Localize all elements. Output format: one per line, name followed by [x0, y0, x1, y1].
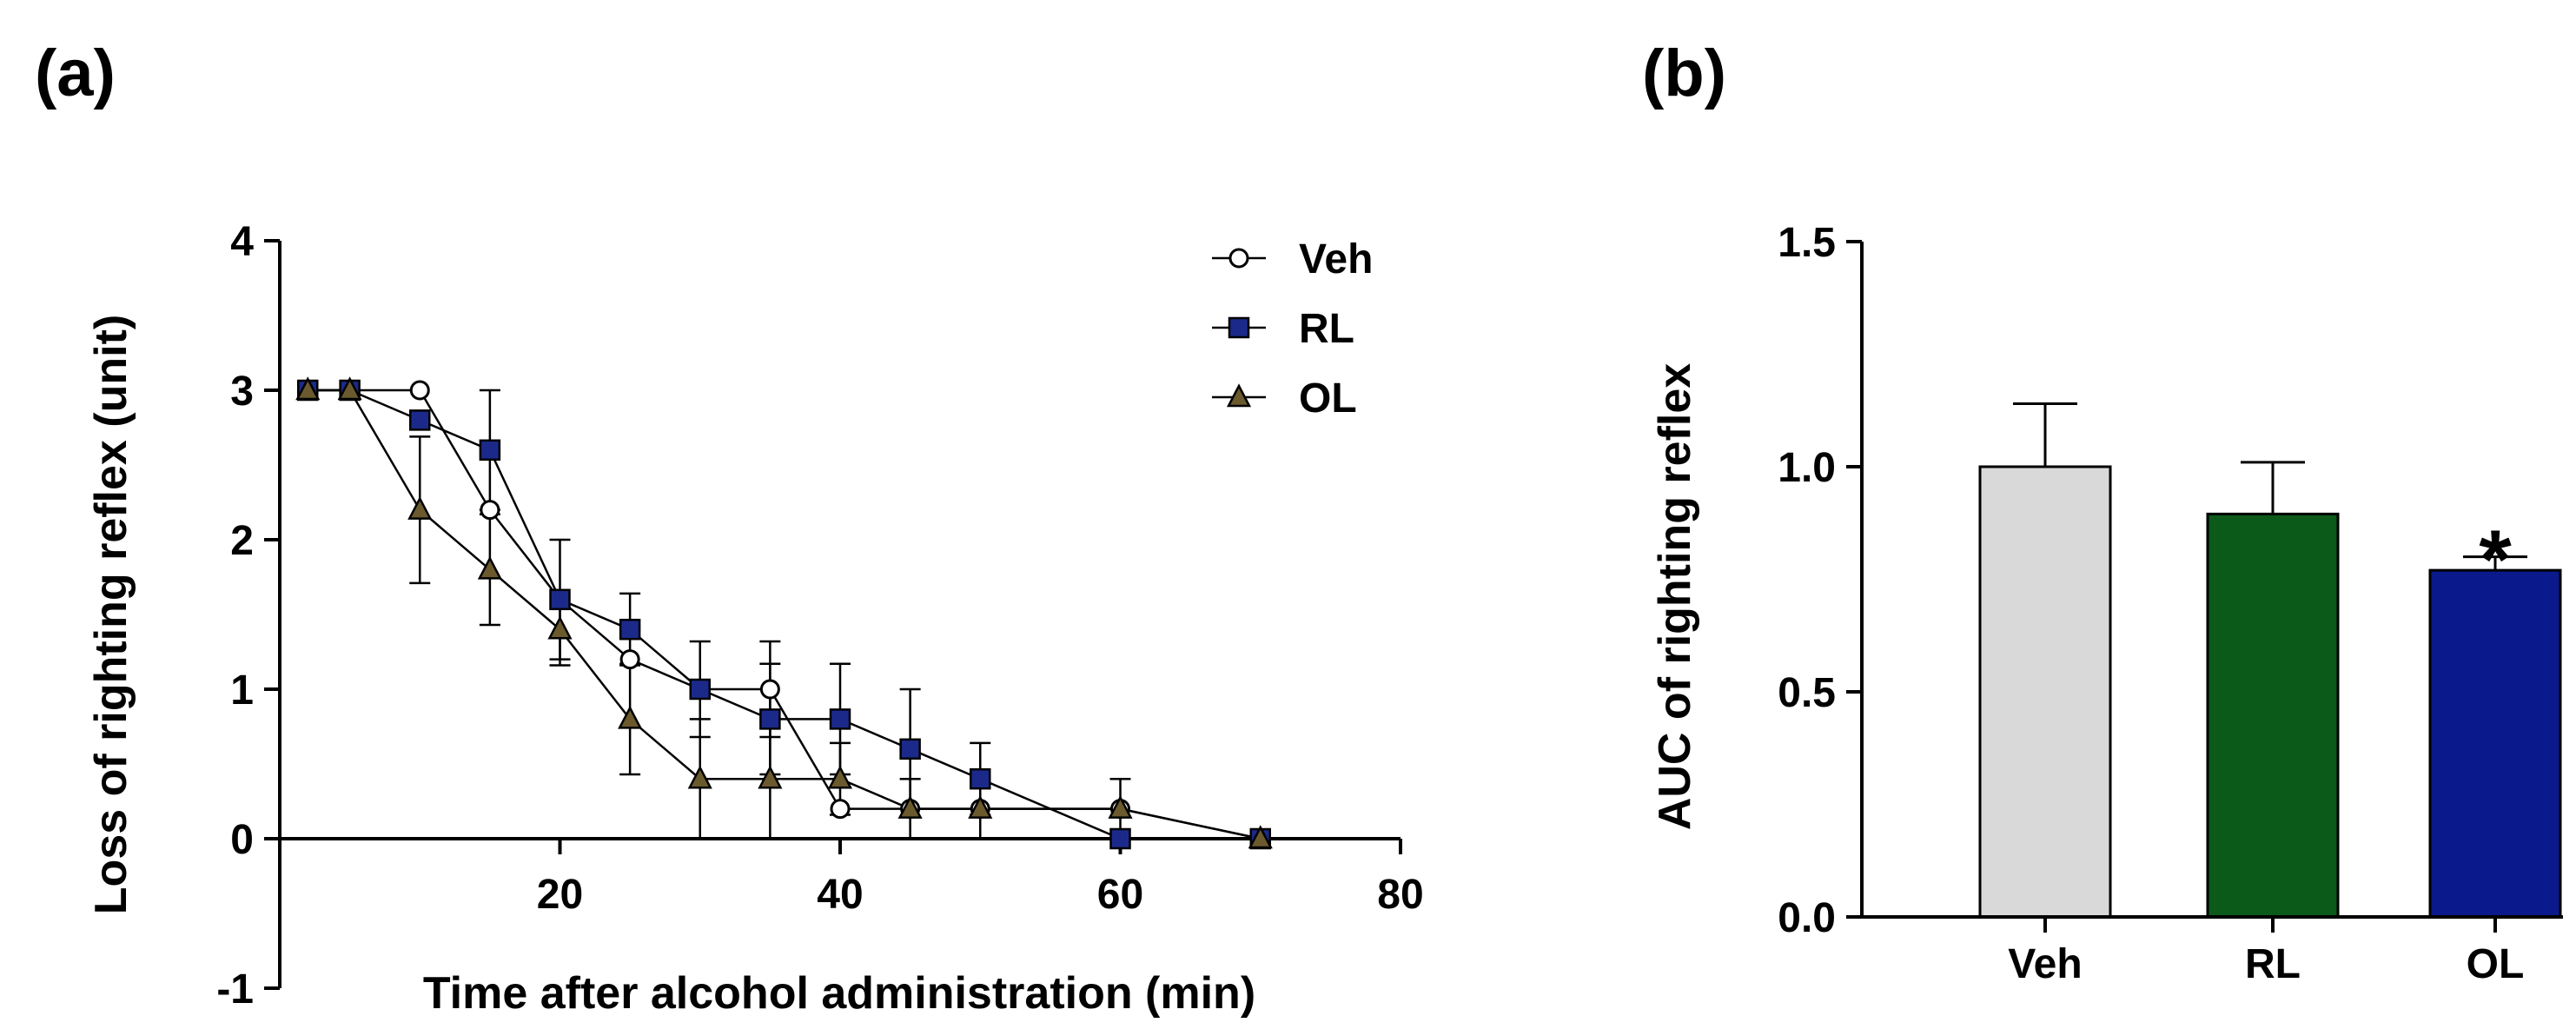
- b-y-ticks: 0.0 0.5 1.0 1.5: [1778, 220, 1862, 941]
- a-point-rl: [619, 618, 641, 641]
- a-point-veh: [409, 380, 430, 401]
- a-point-ol: [618, 705, 643, 729]
- significance-star: *: [2479, 514, 2512, 607]
- a-series-line-veh: [308, 388, 1262, 840]
- a-point-ol: [477, 555, 502, 580]
- a-point-rl: [759, 708, 781, 730]
- a-point-ol: [897, 794, 923, 819]
- a-point-ol: [547, 615, 573, 640]
- legend-label-rl: RL: [1299, 306, 1354, 352]
- a-point-rl: [970, 767, 991, 790]
- a-point-ol: [337, 376, 362, 401]
- a-legend: Veh RL OL: [1212, 236, 1373, 422]
- b-y-tick-label: 1.5: [1778, 220, 1836, 266]
- a-point-veh: [480, 500, 500, 521]
- a-point-rl: [689, 678, 711, 701]
- b-x-tick-label-rl: RL: [2245, 941, 2301, 987]
- a-series-group: [295, 376, 1273, 850]
- bar-veh: [1978, 465, 2112, 919]
- a-point-rl: [549, 588, 571, 611]
- bar-ol: [2428, 568, 2562, 919]
- a-point-veh: [619, 649, 640, 670]
- a-y-ticks: -1 0 1 2 3 4: [216, 219, 280, 1013]
- b-y-axis-title: AUC of righting reflex: [1650, 363, 1700, 830]
- panel-a-label: (a): [35, 37, 116, 110]
- a-y-tick-label: 2: [230, 518, 254, 564]
- a-point-rl: [409, 409, 431, 431]
- a-y-axis-title: Loss of righting reflex (unit): [86, 315, 136, 914]
- a-point-ol: [295, 376, 321, 401]
- line-chart-a: -1 0 1 2 3 4 20 40 60 80 Veh RL OL Loss of rightin…: [86, 219, 1424, 1019]
- a-point-ol: [1108, 794, 1133, 819]
- b-x-tick-label-ol: OL: [2467, 941, 2525, 987]
- a-point-ol: [1248, 825, 1273, 849]
- a-point-veh: [759, 679, 780, 700]
- a-y-tick-label: 3: [230, 369, 254, 415]
- a-x-axis-title: Time after alcohol administration (min): [423, 968, 1255, 1019]
- bar-rl: [2206, 512, 2340, 919]
- b-x-ticks: Veh RL OL: [2008, 917, 2524, 987]
- a-point-rl: [1109, 827, 1131, 850]
- a-y-tick-label: 1: [230, 667, 254, 714]
- a-point-rl: [829, 708, 851, 730]
- b-y-tick-label: 0.5: [1778, 670, 1836, 716]
- a-series-line-ol: [308, 388, 1262, 840]
- a-point-ol: [687, 765, 712, 789]
- b-y-tick-label: 0.0: [1778, 895, 1836, 941]
- a-point-ol: [827, 765, 853, 789]
- b-y-tick-label: 1.0: [1778, 445, 1836, 491]
- panel-b-label: (b): [1642, 37, 1726, 110]
- a-point-veh: [830, 799, 851, 820]
- legend-marker-rl: [1228, 316, 1250, 339]
- a-y-tick-label: 0: [230, 817, 254, 863]
- a-point-ol: [758, 765, 783, 789]
- a-x-tick-label: 60: [1097, 872, 1143, 918]
- a-x-tick-label: 40: [817, 872, 863, 918]
- legend-marker-veh: [1228, 248, 1249, 269]
- a-point-ol: [407, 495, 433, 520]
- bar-chart-b: * 0.0 0.5 1.0 1.5 Veh RL OL AUC of righting r…: [1650, 220, 2563, 987]
- legend-label-veh: Veh: [1299, 236, 1373, 282]
- legend-marker-ol: [1226, 383, 1252, 408]
- a-x-ticks: 20 40 60 80: [537, 839, 1424, 918]
- a-x-tick-label: 20: [537, 872, 583, 918]
- a-x-tick-label: 80: [1377, 872, 1423, 918]
- b-x-tick-label-veh: Veh: [2008, 941, 2082, 987]
- a-series-line-rl: [308, 388, 1261, 840]
- b-bars-group: *: [1978, 402, 2562, 919]
- a-point-ol: [968, 794, 993, 819]
- legend-label-ol: OL: [1299, 375, 1357, 422]
- a-y-tick-label: -1: [216, 966, 254, 1013]
- a-point-rl: [899, 738, 921, 760]
- a-point-rl: [479, 439, 501, 462]
- a-y-tick-label: 4: [230, 219, 254, 265]
